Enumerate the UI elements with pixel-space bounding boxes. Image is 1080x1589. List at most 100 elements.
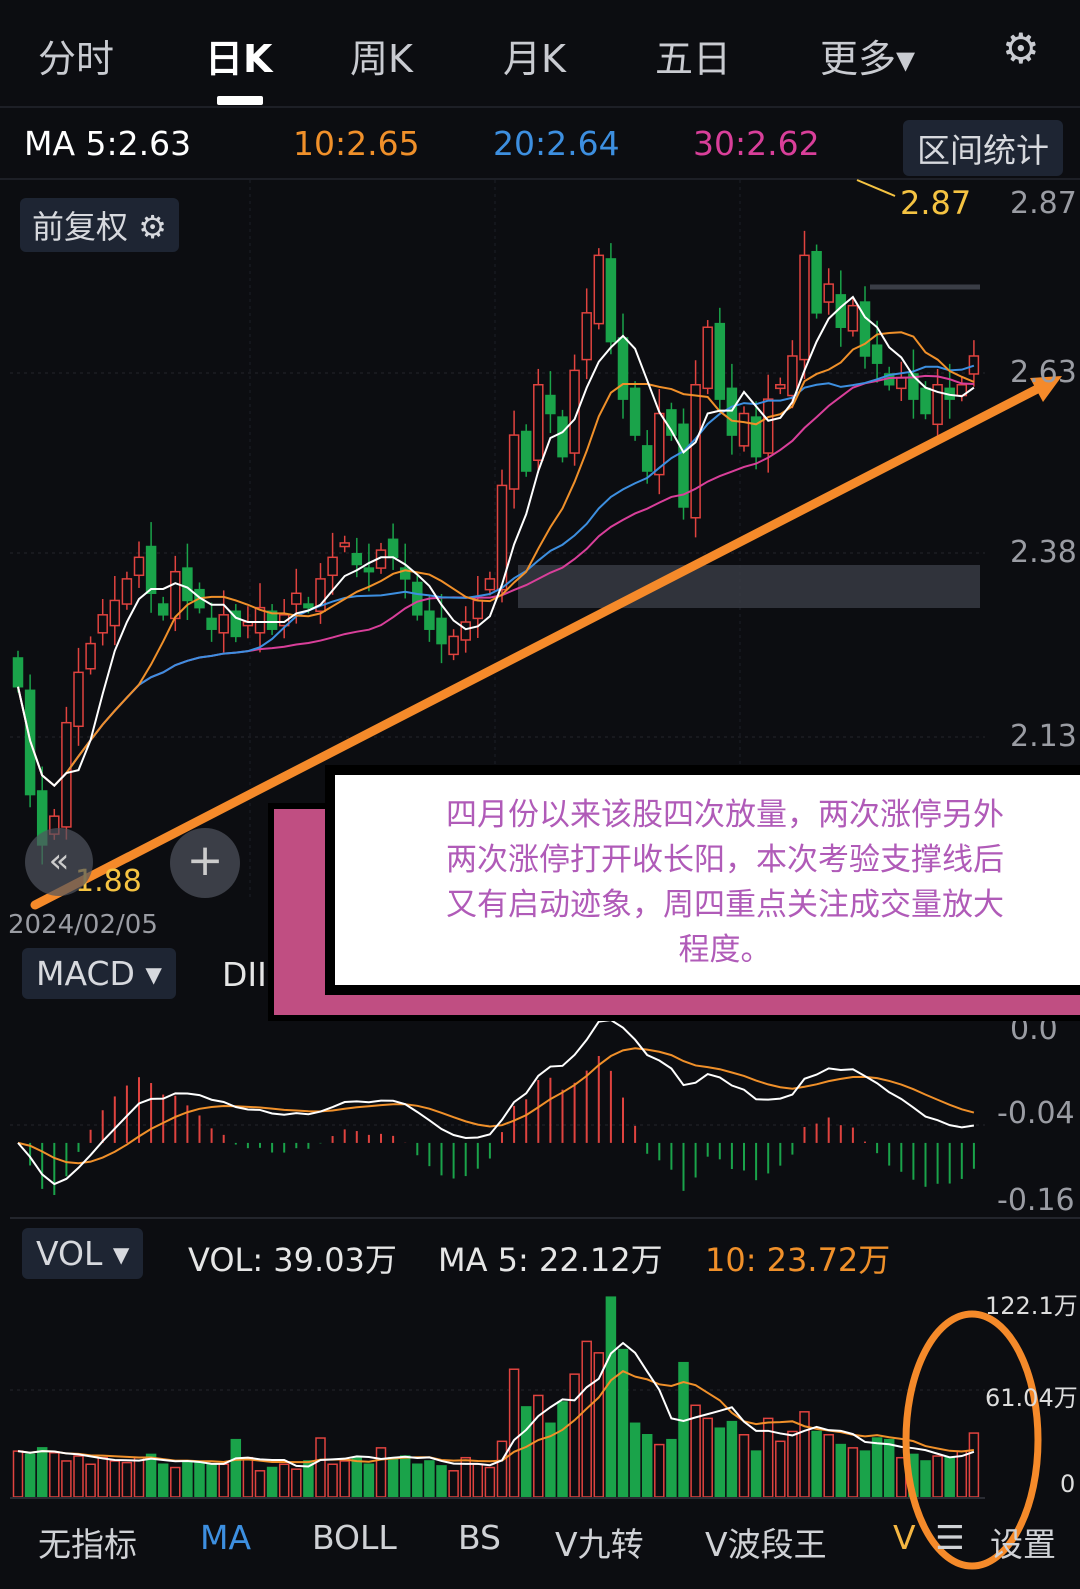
vol-value: VOL: 39.03万 [188,1241,397,1279]
candle-body [182,567,193,602]
volume-bar [666,1438,677,1498]
volume-bar [363,1463,375,1498]
volume-bar [956,1450,968,1498]
candle-body [690,384,701,519]
price-tick: 2.13 [1010,719,1077,754]
candle-body [61,721,72,828]
settings-icon[interactable]: ☰ [935,1518,965,1557]
volume-bar [847,1447,859,1498]
tab-daily-k[interactable]: 日K [205,37,273,81]
candle-body [472,599,484,620]
dif-line [17,1018,975,1186]
macd-tick: -0.16 [997,1183,1075,1218]
volume-bar [605,1296,617,1498]
volume-bar [206,1463,217,1498]
start-date: 2024/02/05 [8,910,158,940]
volume-bar [738,1434,750,1498]
price-tick: 2.38 [1010,535,1077,570]
range-stats-button[interactable]: 区间统计 [903,120,1063,176]
candle-body [218,614,229,634]
candle-body [920,387,931,415]
highlight-circle [902,1310,1042,1570]
scroll-left-button[interactable]: « [25,828,93,896]
candle-body [702,326,713,390]
vol-ma5: MA 5: 22.12万 [438,1241,663,1279]
indicator-v[interactable]: V [893,1518,916,1557]
candle-body [545,394,556,415]
candle-body [871,344,883,364]
candle-body [254,606,266,634]
candle-body [775,384,786,390]
ma5-line [17,295,975,787]
annotation-callout: 四月份以来该股四次放量，两次涨停另外两次涨停打开收长阳，本次考验支撑线后又有启动… [325,765,1080,995]
volume-bar [266,1466,278,1498]
tab-intraday[interactable]: 分时 [38,37,115,81]
volume-bar [883,1438,895,1498]
indicator-none[interactable]: 无指标 [38,1525,137,1564]
volume-bar [944,1456,955,1498]
candle-body [121,578,133,605]
vol-tick: 61.04万 [985,1384,1078,1412]
candle-body [399,567,411,580]
candle-body [605,258,617,343]
gear-icon: ⚙ [138,208,167,246]
macd-selector[interactable]: MACD ▾ [22,948,176,999]
volume-bar [121,1461,133,1498]
candle-body [726,387,738,436]
candle-body [908,373,919,400]
indicator-wave-king[interactable]: V波段王 [705,1525,827,1564]
indicator-bs[interactable]: BS [458,1518,502,1557]
indicator-nine-turn[interactable]: V九转 [555,1525,644,1564]
ma30-value: 30:2.62 [693,124,820,163]
candle-body [859,301,871,357]
active-tab-indicator [217,96,263,105]
tab-weekly-k[interactable]: 周K [350,37,413,81]
dea-line [17,1047,975,1165]
arrow-head-icon [1030,376,1062,402]
vol-selector[interactable]: VOL ▾ [22,1228,144,1279]
candle-body [230,610,242,638]
volume-bar [278,1463,290,1498]
price-tick: 2.87 [1010,186,1077,221]
tab-more[interactable]: 更多▾ [820,37,916,81]
tab-monthly-k[interactable]: 月K [503,37,566,81]
volume-bar [775,1440,786,1498]
gear-icon[interactable]: ⚙ [1002,24,1040,73]
volume-bar [859,1450,871,1498]
volume-bar [726,1420,738,1498]
volume-bar [145,1453,157,1498]
candle-body [85,642,96,670]
volume-bar [654,1443,665,1498]
candle-body [738,412,750,447]
candle-body [339,542,350,548]
volume-bar [242,1456,254,1498]
candle-body [847,304,859,332]
volume-bar [811,1430,822,1498]
ma10-line [17,331,975,787]
volume-bar [182,1460,193,1498]
volume-bar [533,1394,544,1498]
indicator-settings[interactable]: 设置 [990,1525,1056,1564]
zoom-in-button[interactable]: + [170,828,240,898]
ma10-value: 10:2.65 [293,124,420,163]
volume-bar [399,1455,411,1498]
annotation-text: 四月份以来该股四次放量，两次涨停另外两次涨停打开收长阳，本次考验支撑线后又有启动… [446,797,1004,968]
tab-five-day[interactable]: 五日 [655,37,732,81]
adjust-label: 前复权 [32,208,129,246]
volume-bar [920,1460,931,1498]
candle-body [266,610,278,630]
candle-body [896,376,907,390]
volume-bar [787,1430,798,1498]
indicator-ma[interactable]: MA [200,1518,252,1557]
candle-body [714,322,726,400]
candle-body [569,369,580,454]
volume-bar [484,1466,496,1498]
divider [0,178,1080,180]
adjust-button[interactable]: 前复权 ⚙ [20,198,179,252]
volume-bar [109,1460,121,1498]
indicator-boll[interactable]: BOLL [312,1518,397,1557]
volume-bar [968,1432,980,1498]
vol-ma5-line [17,1341,975,1468]
candle-body [593,254,605,325]
